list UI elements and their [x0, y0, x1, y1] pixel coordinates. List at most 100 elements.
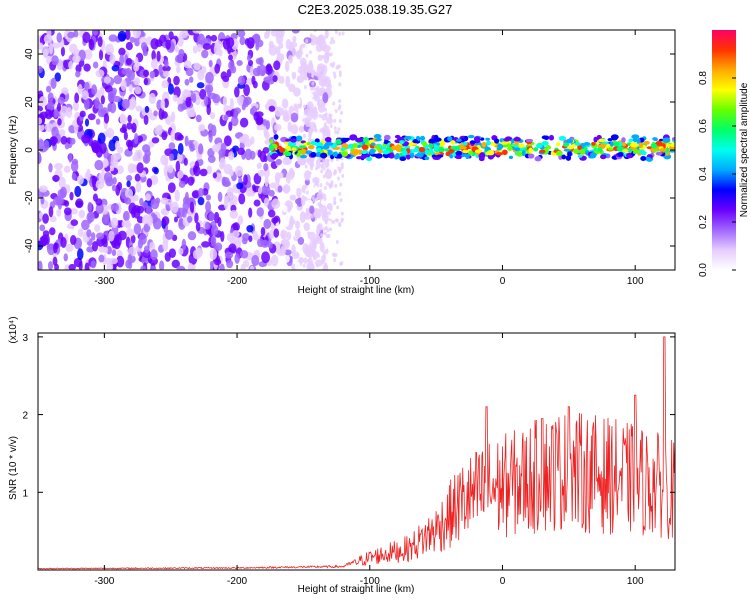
heatmap-signal-cell: [548, 134, 555, 141]
heatmap-noise-cell: [259, 150, 267, 163]
heatmap-noise-cell: [261, 184, 271, 196]
heatmap-noise-cell: [134, 86, 142, 95]
heatmap-noise-cell: [185, 67, 194, 77]
heatmap-noise-cell: [124, 188, 134, 199]
heatmap-noise-cell: [149, 265, 157, 270]
heatmap-noise-cell: [43, 139, 50, 151]
heatmap-fringe-cell: [302, 118, 306, 123]
heatmap-noise-cell: [316, 191, 325, 201]
heatmap-fringe-cell: [302, 75, 306, 80]
heatmap-noise-cell: [192, 165, 198, 174]
heatmap-noise-cell: [275, 247, 281, 254]
heatmap-fringe-cell: [340, 162, 344, 167]
heatmap-noise-cell: [119, 127, 128, 134]
heatmap-signal-cell: [460, 138, 465, 143]
heatmap-signal-cell: [637, 149, 645, 154]
heatmap-fringe-cell: [340, 218, 344, 223]
heatmap-fringe-cell: [311, 81, 315, 86]
heatmap-signal-cell: [563, 148, 572, 152]
heatmap-signal-cell: [528, 147, 533, 154]
heatmap-fringe-cell: [317, 214, 321, 219]
heatmap-noise-cell: [75, 198, 84, 209]
heatmap-fringe-cell: [333, 200, 337, 205]
heatmap-signal-cell: [418, 146, 426, 153]
heatmap-noise-cell: [308, 121, 317, 129]
heatmap-noise-cell: [175, 65, 181, 74]
heatmap-noise-cell: [111, 249, 117, 257]
heatmap-fringe-cell: [323, 231, 327, 236]
heatmap-signal-cell: [527, 153, 535, 159]
heatmap-noise-cell: [290, 112, 299, 123]
heatmap-noise-cell: [38, 117, 43, 125]
heatmap-signal-cell: [370, 142, 376, 146]
heatmap-signal-cell: [450, 140, 456, 145]
heatmap-noise-cell: [92, 61, 99, 69]
heatmap-noise-cell: [69, 137, 76, 145]
heatmap-noise-cell: [233, 107, 242, 115]
heatmap-noise-cell: [161, 80, 169, 89]
heatmap-noise-cell: [77, 83, 83, 95]
heatmap-noise-cell: [61, 87, 69, 95]
heatmap-noise-cell: [207, 155, 216, 164]
heatmap-fringe-cell: [309, 107, 313, 112]
heatmap-noise-cell: [192, 30, 202, 34]
heatmap-noise-cell: [94, 97, 100, 109]
heatmap-noise-cell: [53, 109, 58, 119]
heatmap-noise-cell: [237, 215, 244, 225]
heatmap-noise-cell: [268, 105, 276, 112]
heatmap-noise-cell: [144, 105, 150, 114]
heatmap-noise-cell: [174, 45, 179, 53]
heatmap-noise-cell: [131, 122, 137, 134]
heatmap-signal-cell: [462, 141, 468, 146]
heatmap-noise-cell: [41, 45, 50, 57]
heatmap-signal-cell: [516, 151, 524, 157]
heatmap-noise-cell: [295, 187, 302, 198]
heatmap-noise-cell: [285, 38, 292, 50]
heatmap-noise-cell: [239, 117, 249, 128]
heatmap-noise-cell: [243, 174, 248, 186]
heatmap-fringe-cell: [322, 174, 326, 179]
heatmap-signal-cell: [555, 150, 563, 157]
heatmap-noise-cell: [303, 108, 310, 116]
heatmap-signal-cell: [335, 138, 343, 145]
heatmap-noise-cell: [297, 236, 305, 245]
heatmap-fringe-cell: [340, 261, 344, 266]
heatmap-x-tick-label: 0: [500, 276, 506, 287]
heatmap-noise-cell: [226, 259, 234, 269]
heatmap-noise-cell: [103, 246, 109, 254]
heatmap-fringe-cell: [339, 182, 343, 187]
heatmap-noise-cell: [154, 125, 163, 136]
heatmap-noise-cell: [229, 209, 239, 219]
heatmap-fringe-cell: [316, 41, 320, 46]
heatmap-noise-cell: [101, 214, 110, 226]
heatmap-signal-cell: [363, 136, 369, 143]
heatmap-signal-cell: [650, 147, 655, 152]
heatmap-noise-cell: [153, 110, 158, 117]
heatmap-noise-cell: [46, 101, 55, 111]
heatmap-noise-cell: [95, 69, 105, 78]
heatmap-noise-cell: [38, 65, 43, 74]
heatmap-fringe-cell: [327, 211, 331, 216]
heatmap-noise-cell: [264, 131, 270, 140]
heatmap-signal-cell: [462, 149, 469, 154]
heatmap-signal-cell: [447, 136, 453, 142]
heatmap-signal-cell: [285, 138, 291, 142]
heatmap-noise-cell: [155, 197, 161, 204]
heatmap-signal-cell: [632, 137, 638, 143]
heatmap-noise-cell: [208, 59, 213, 68]
heatmap-signal-cell: [628, 138, 634, 143]
heatmap-signal-cell: [366, 156, 373, 162]
heatmap-noise-cell: [281, 98, 289, 109]
heatmap-noise-cell: [255, 116, 264, 126]
heatmap-noise-cell: [244, 148, 253, 161]
heatmap-noise-cell: [291, 244, 296, 255]
heatmap-signal-cell: [369, 148, 375, 155]
heatmap-fringe-cell: [338, 192, 342, 197]
heatmap-noise-cell: [256, 238, 265, 248]
heatmap-noise-cell: [48, 162, 53, 173]
heatmap-fringe-cell: [312, 198, 316, 203]
heatmap-signal-cell: [486, 150, 495, 156]
heatmap-signal-cell: [533, 147, 539, 152]
snr-x-tick-label: -100: [360, 576, 380, 587]
heatmap-fringe-cell: [336, 130, 340, 135]
